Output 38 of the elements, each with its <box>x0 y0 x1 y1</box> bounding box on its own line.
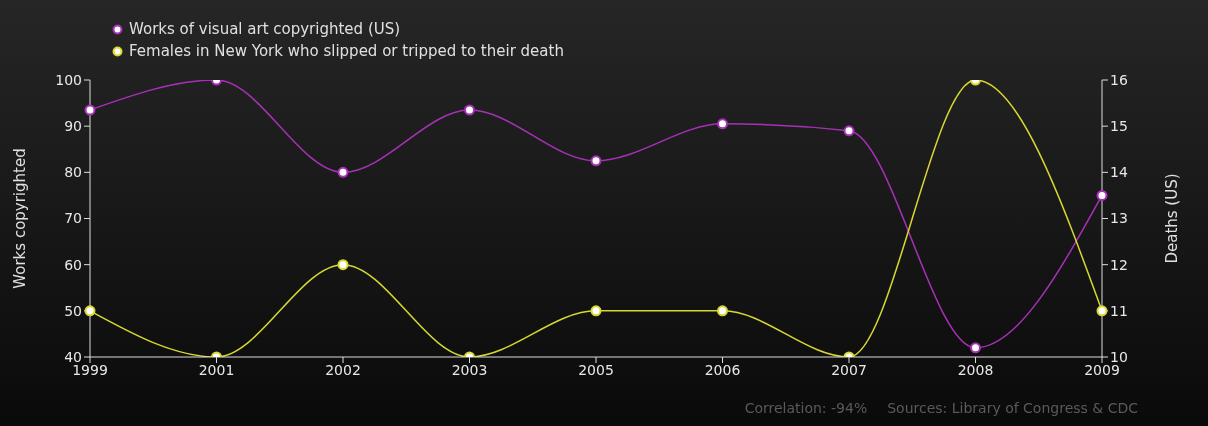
y-tick-label: 80 <box>64 164 82 181</box>
y2-tick-label: 11 <box>1110 302 1128 319</box>
y2-tick-label: 16 <box>1110 71 1128 88</box>
y-tick-label: 50 <box>64 302 82 319</box>
x-tick-label: 2007 <box>831 361 867 378</box>
y-tick-label: 100 <box>55 71 82 88</box>
x-tick-label: 2008 <box>957 361 994 378</box>
y-tick-label: 70 <box>64 210 82 227</box>
y-axis-title: Works copyrighted <box>11 148 30 289</box>
y2-axis-title: Deaths (US) <box>1163 173 1182 264</box>
y-tick-label: 60 <box>64 256 82 273</box>
point <box>84 104 96 116</box>
y-tick-label: 90 <box>64 118 82 135</box>
point <box>717 305 728 317</box>
text: Correlation: -94% <box>744 400 868 416</box>
x-tick-label: 2003 <box>451 361 488 378</box>
x-tick-label: 2001 <box>198 361 235 378</box>
point <box>84 305 96 317</box>
point <box>590 305 602 317</box>
legend-label: Works of visual art copyrighted (US) <box>129 20 401 38</box>
source-note: Sources: Library of Congress & CDC <box>887 400 1138 416</box>
x-tick-label: 2005 <box>578 361 614 378</box>
y2-tick-label: 14 <box>1110 164 1128 181</box>
point <box>464 104 475 116</box>
point <box>1096 305 1108 317</box>
point <box>717 118 728 130</box>
y2-tick-label: 15 <box>1110 118 1128 135</box>
point <box>337 259 349 271</box>
x-tick-label: 2002 <box>325 361 361 378</box>
y2-tick-label: 13 <box>1110 210 1128 227</box>
point <box>337 166 349 178</box>
legend-label: Females in New York who slipped or tripped to their death <box>129 42 564 60</box>
point <box>843 125 855 137</box>
x-tick-label: 2006 <box>704 361 741 378</box>
point <box>590 155 602 167</box>
point <box>970 342 981 354</box>
point <box>1096 189 1108 201</box>
y2-tick-label: 12 <box>1110 256 1128 273</box>
